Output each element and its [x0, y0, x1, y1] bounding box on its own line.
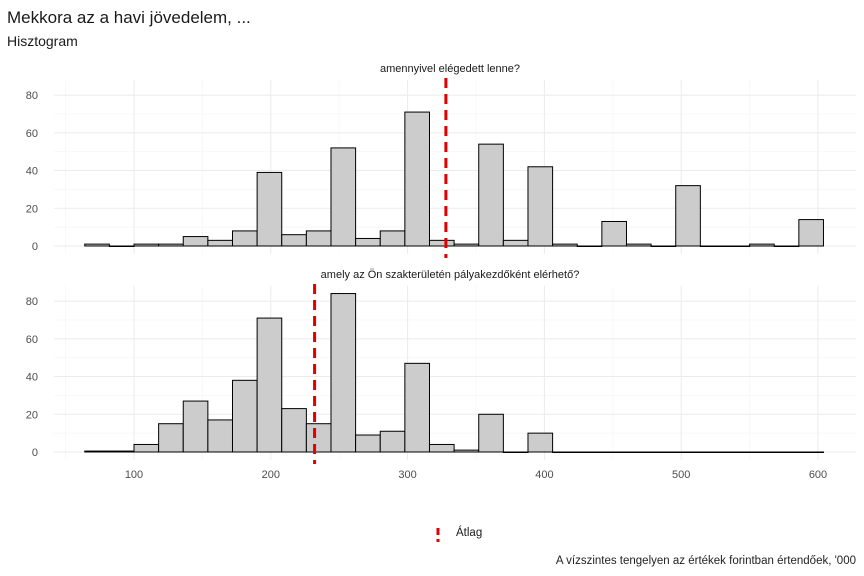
histogram-bar — [355, 434, 381, 453]
histogram-bar — [182, 400, 209, 453]
histogram-bar — [576, 451, 603, 453]
histogram-bar — [502, 239, 529, 247]
x-tick-label: 200 — [262, 469, 280, 481]
histogram-bar — [305, 230, 332, 247]
histogram-bar — [675, 451, 701, 453]
histogram-bar — [576, 245, 603, 247]
histogram-bar — [650, 451, 677, 453]
histogram-bar — [355, 237, 381, 247]
histogram-bar — [281, 408, 307, 453]
histogram-bar — [527, 166, 554, 247]
x-tick-label: 400 — [535, 469, 553, 481]
histogram-bar — [207, 419, 233, 453]
histogram-bar — [773, 245, 800, 247]
x-tick-label: 300 — [398, 469, 416, 481]
histogram-bar — [256, 171, 283, 247]
y-tick-label: 80 — [26, 296, 38, 308]
facet-strip-label: amennyivel elégedett lenne? — [380, 63, 520, 75]
y-tick-label: 20 — [26, 409, 38, 421]
y-tick-label: 20 — [26, 203, 38, 215]
legend: Átlag — [436, 526, 482, 542]
histogram-bar — [724, 245, 751, 247]
x-axis: 100 200 300 400 500 600 — [125, 469, 827, 481]
chart-subtitle: Hisztogram — [7, 33, 78, 49]
histogram-bar — [798, 219, 824, 247]
histogram-bar — [428, 443, 455, 453]
histogram-bar — [552, 243, 578, 247]
histogram-bar — [749, 451, 775, 453]
histogram-bar — [281, 234, 307, 247]
histogram-bar — [502, 451, 529, 453]
histogram-bar — [108, 450, 135, 453]
x-tick-label: 100 — [125, 469, 143, 481]
chart-title: Mekkora az a havi jövedelem, ... — [7, 8, 251, 27]
histogram-bar — [749, 243, 775, 247]
histogram-bar — [478, 143, 504, 247]
y-tick-label: 40 — [26, 372, 38, 384]
legend-label: Átlag — [456, 526, 482, 539]
histogram-bar — [601, 220, 627, 247]
histogram-bar — [527, 432, 554, 453]
histogram-bar — [724, 451, 751, 453]
histogram-bar — [84, 243, 110, 247]
histogram-bar — [207, 239, 233, 247]
histogram-bar — [158, 423, 184, 453]
x-tick-label: 600 — [809, 469, 827, 481]
histogram-bar — [133, 443, 160, 453]
histogram-bar — [699, 451, 726, 453]
y-tick-label: 60 — [26, 128, 38, 140]
histogram-bar — [453, 243, 480, 247]
histogram-bar — [650, 245, 677, 247]
y-tick-label: 60 — [26, 334, 38, 346]
histogram-bar — [108, 245, 135, 247]
y-tick-label: 40 — [26, 166, 38, 178]
histogram-bar — [478, 413, 504, 453]
histogram-bar — [675, 185, 701, 247]
histogram-bar — [182, 236, 209, 247]
y-tick-label: 0 — [32, 241, 38, 253]
facet-panels: 0 20 40 60 80 amennyivel elégedett lenne? 0 20 4… — [26, 63, 856, 464]
histogram-bar — [379, 230, 406, 247]
histogram-bar — [330, 293, 357, 453]
histogram-bar — [231, 230, 258, 247]
facet-strip-label: amely az Ön szakterületén pályakezdőként… — [321, 269, 580, 281]
histogram-bar — [133, 243, 160, 247]
histogram-bar — [84, 450, 110, 453]
histogram-bar — [256, 317, 283, 453]
histogram-bar — [428, 239, 455, 247]
histogram-bar — [699, 245, 726, 247]
histogram-bar — [330, 147, 357, 247]
histogram-bar — [453, 449, 480, 453]
histogram-bar — [404, 362, 430, 453]
histogram-bar — [231, 379, 258, 453]
histogram-bar — [773, 451, 800, 453]
histogram-bar — [625, 451, 652, 453]
chart-caption: A vízszintes tengelyen az értékek forint… — [555, 555, 856, 567]
histogram-bar — [601, 451, 627, 453]
histogram-bar — [798, 451, 824, 453]
histogram-bar — [404, 111, 430, 247]
histogram-bar — [552, 451, 578, 453]
histogram-bar — [158, 243, 184, 247]
y-tick-label: 0 — [32, 447, 38, 459]
x-tick-label: 500 — [672, 469, 690, 481]
y-tick-label: 80 — [26, 90, 38, 102]
histogram-bar — [305, 423, 332, 453]
histogram-bar — [379, 430, 406, 453]
facet-panel-1: 0 20 40 60 80 amennyivel elégedett lenne? — [26, 63, 856, 258]
facet-panel-2: 0 20 40 60 80 amely az Ön szakterületén pálya… — [26, 269, 856, 464]
histogram-bar — [625, 243, 652, 247]
